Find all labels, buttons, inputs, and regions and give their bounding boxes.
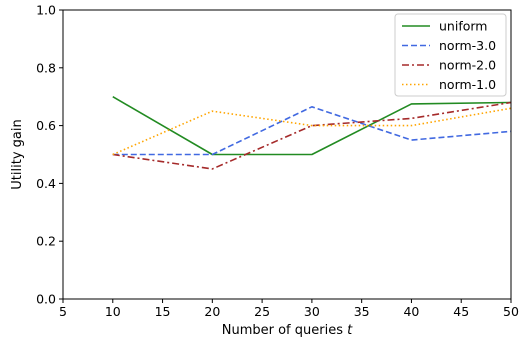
legend-box [394,13,507,97]
x-tick-label: 10 [105,304,121,319]
legend: uniform norm-3.0 norm-2.0 norm-1.0 [394,13,507,97]
series-lines [112,96,512,170]
series-line-norm-2.0 [112,101,512,170]
x-tick-label: 15 [155,304,171,319]
x-tick-label: 45 [453,304,469,319]
legend-entry: norm-1.0 [402,77,496,92]
y-tick-label: 0.0 [36,292,56,307]
y-tick-label: 0.6 [36,118,56,133]
y-tick-label: 0.4 [36,176,56,191]
y-tick-label: 0.8 [36,60,56,75]
legend-entry: uniform [402,19,487,34]
x-tick-label: 50 [503,304,519,319]
y-tick-label: 1.0 [36,3,56,18]
series-line-uniform [112,96,512,156]
x-tick-label: 20 [204,304,220,319]
x-axis-ticks: 5 10 15 20 25 30 35 40 45 50 [59,299,519,319]
x-tick-label: 40 [403,304,419,319]
x-tick-label: 25 [254,304,270,319]
legend-entry: norm-2.0 [402,58,496,73]
y-axis-ticks: 0.0 0.2 0.4 0.6 0.8 1.0 [36,3,63,307]
legend-label: uniform [439,19,487,34]
y-axis-label: Utility gain [10,119,25,189]
series-line-norm-1.0 [112,107,512,156]
series-line-norm-3.0 [112,106,512,156]
x-tick-label: 30 [304,304,320,319]
legend-label: norm-1.0 [439,77,496,92]
legend-label: norm-3.0 [439,38,496,53]
plot-frame [62,9,512,300]
legend-entry: norm-3.0 [402,38,496,53]
x-axis-label: Number of queries t [222,323,353,338]
x-tick-label: 5 [59,304,67,319]
x-tick-label: 35 [354,304,370,319]
y-tick-label: 0.2 [36,234,56,249]
legend-label: norm-2.0 [439,58,496,73]
